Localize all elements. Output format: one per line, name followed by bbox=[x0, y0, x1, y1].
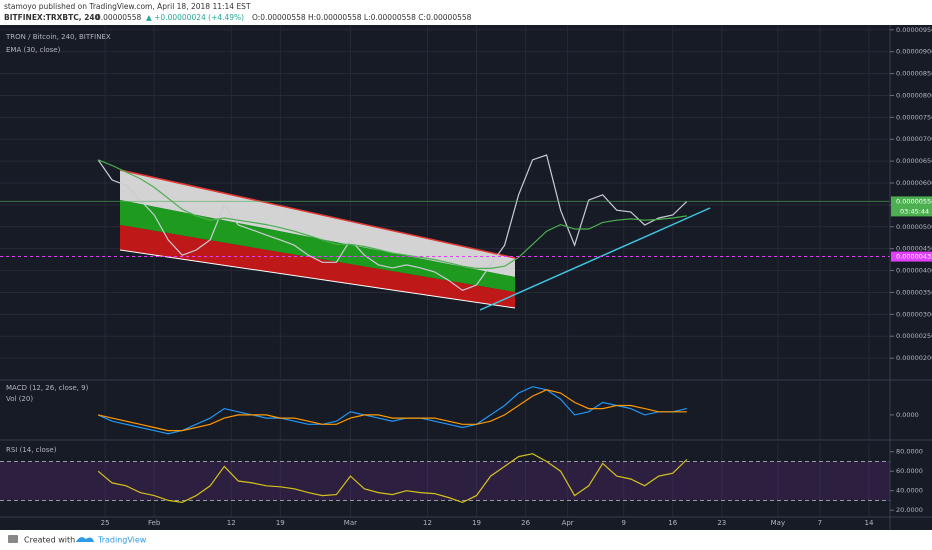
series-line bbox=[97, 154, 688, 291]
y-tick-label: 0.00000350 bbox=[896, 288, 932, 296]
x-tick-label: Mar bbox=[344, 519, 357, 527]
channel-bottom-line bbox=[119, 249, 516, 309]
header-bar bbox=[0, 0, 932, 25]
x-tick-label: 12 bbox=[423, 519, 432, 527]
y-tick-label: 0.00000250 bbox=[896, 332, 932, 340]
y-tick-label: 0.00000950 bbox=[896, 26, 932, 34]
channel-top-line bbox=[119, 169, 516, 259]
vol-label: Vol (20) bbox=[6, 395, 33, 403]
x-tick-label: 26 bbox=[521, 519, 530, 527]
footer-text: Created with bbox=[24, 536, 75, 545]
y-tick-label: 40.0000 bbox=[896, 487, 923, 495]
ema-label: EMA (30, close) bbox=[6, 46, 61, 54]
publisher: stamoyo published on TradingView.com, Ap… bbox=[4, 2, 251, 11]
x-tick-label: Apr bbox=[562, 519, 574, 527]
x-tick-label: 19 bbox=[276, 519, 285, 527]
x-tick-label: 7 bbox=[818, 519, 822, 527]
x-tick-label: Feb bbox=[148, 519, 161, 527]
y-tick-label: 0.00000300 bbox=[896, 310, 932, 318]
camera-icon bbox=[8, 535, 18, 543]
y-tick-label: 0.00000600 bbox=[896, 179, 932, 187]
x-tick-label: 12 bbox=[227, 519, 236, 527]
macd-label: MACD (12, 26, close, 9) bbox=[6, 384, 89, 392]
price-line-tag bbox=[891, 251, 932, 262]
y-tick-label: 0.00000450 bbox=[896, 245, 932, 253]
change: ▲ +0.00000024 (+4.49%) bbox=[146, 13, 244, 22]
y-tick-label: 0.00000900 bbox=[896, 48, 932, 56]
x-tick-label: 16 bbox=[668, 519, 677, 527]
x-tick-label: 14 bbox=[865, 519, 874, 527]
y-tick-label: 0.0000 bbox=[896, 411, 919, 419]
series-line bbox=[97, 389, 687, 432]
rsi-label: RSI (14, close) bbox=[6, 446, 57, 454]
y-tick-label: 0.00000850 bbox=[896, 70, 932, 78]
rsi-band bbox=[0, 461, 890, 501]
x-tick-label: 19 bbox=[472, 519, 481, 527]
x-tick-label: 23 bbox=[717, 519, 726, 527]
symbol: BITFINEX:TRXBTC, 240 bbox=[4, 13, 100, 22]
y-tick-label: 0.00000800 bbox=[896, 91, 932, 99]
y-tick-label: 0.00000650 bbox=[896, 157, 932, 165]
footer-bar bbox=[0, 530, 932, 550]
ohlc: O:0.00000558 H:0.00000558 L:0.00000558 C… bbox=[252, 13, 472, 22]
y-tick-label: 80.0000 bbox=[896, 448, 923, 456]
channel-lower bbox=[120, 225, 515, 308]
channel-upper bbox=[120, 170, 515, 277]
trend-line bbox=[479, 207, 711, 311]
series-line bbox=[97, 159, 687, 269]
y-tick-label: 0.00000700 bbox=[896, 135, 932, 143]
countdown: 03:45:44 bbox=[900, 207, 929, 215]
y-tick-label: 20.0000 bbox=[896, 506, 923, 514]
drawings bbox=[119, 169, 711, 311]
marks bbox=[0, 154, 890, 504]
last-price-tag bbox=[891, 196, 932, 217]
y-tick-label: 0.00000400 bbox=[896, 267, 932, 275]
footer-brand[interactable]: TradingView bbox=[97, 536, 147, 545]
price-line-label: 0.00000432 bbox=[896, 253, 932, 261]
price-panel-title: TRON / Bitcoin, 240, BITFINEX bbox=[5, 33, 111, 41]
y-tick-label: 0.00000750 bbox=[896, 113, 932, 121]
y-tick-label: 60.0000 bbox=[896, 467, 923, 475]
x-tick-label: 25 bbox=[101, 519, 110, 527]
y-tick-label: 0.00000200 bbox=[896, 354, 932, 362]
x-tick-label: May bbox=[771, 519, 785, 527]
price: 0.00000558 bbox=[96, 13, 142, 22]
y-tick-label: 0.00000500 bbox=[896, 223, 932, 231]
last-price-label: 0.00000558 bbox=[896, 197, 932, 205]
x-tick-label: 9 bbox=[621, 519, 625, 527]
tv-logo bbox=[76, 537, 94, 542]
channel-middle bbox=[120, 200, 515, 292]
series-line bbox=[97, 453, 688, 504]
series-line bbox=[97, 386, 687, 435]
